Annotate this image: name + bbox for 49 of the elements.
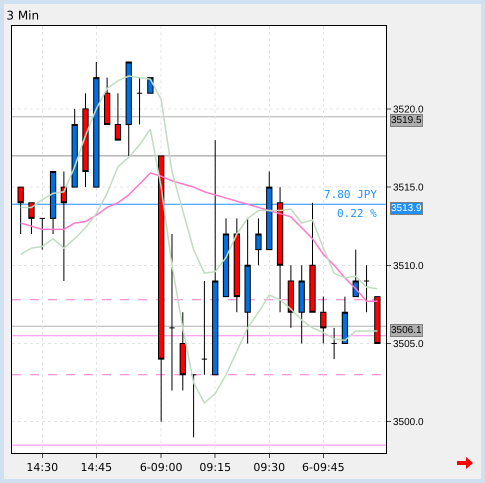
candlestick [255, 218, 262, 266]
candlestick [298, 264, 305, 344]
candlestick [72, 108, 78, 188]
ref-line-label: 3506.1 [391, 325, 422, 336]
ref-line-label: 3519.5 [391, 115, 422, 126]
annotation: 0.22 % [337, 207, 378, 220]
candlestick [28, 202, 35, 235]
candlestick [60, 170, 68, 282]
line-series [20, 128, 378, 404]
candlestick [266, 170, 272, 250]
candlestick [201, 280, 208, 376]
candlestick [288, 264, 294, 328]
candlestick [309, 202, 316, 313]
candlestick [330, 327, 338, 360]
x-tick-label: 6-09:45 [302, 461, 345, 474]
y-tick-label: 3505.0 [393, 339, 424, 350]
candlestick [180, 312, 186, 391]
candlestick [244, 218, 251, 344]
x-tick-label: 6-09:00 [140, 461, 183, 474]
x-tick-label: 09:15 [199, 461, 232, 474]
candlestick [136, 77, 143, 126]
annotation: 7.80 JPY [324, 188, 378, 201]
candlestick [276, 186, 284, 313]
y-tick-label: 3520.0 [393, 104, 424, 116]
ref-line-label: 3513.9 [391, 203, 422, 214]
candlestick [82, 92, 89, 188]
y-tick-label: 3500.0 [393, 417, 424, 428]
candlestick [18, 186, 24, 235]
x-tick-label: 09:30 [253, 461, 286, 474]
candlestick [168, 234, 176, 391]
x-tick-label: 14:30 [26, 461, 58, 474]
candlestick [93, 61, 100, 188]
x-tick-label: 14:45 [80, 461, 112, 474]
candlestick [342, 296, 348, 344]
y-tick-label: 3515.0 [393, 182, 424, 194]
candlestick [190, 374, 197, 438]
candlestick [222, 218, 230, 298]
candlestick [374, 296, 380, 344]
candlestick [104, 77, 110, 126]
candlestick [234, 218, 240, 313]
candlestick [50, 170, 56, 235]
candlestick [39, 218, 46, 250]
line-series [20, 75, 378, 290]
candlestick [126, 61, 132, 156]
candlestick [363, 264, 370, 313]
candlestick [114, 92, 122, 141]
chart-title: 3 Min [6, 8, 40, 23]
y-tick-label: 3510.0 [393, 260, 424, 272]
candlestick [320, 296, 326, 344]
